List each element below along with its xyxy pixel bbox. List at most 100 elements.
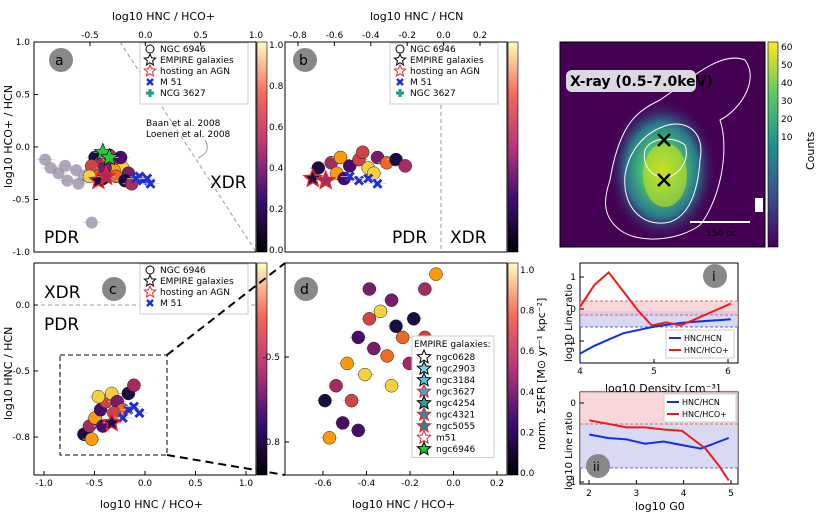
legend-box <box>139 42 249 105</box>
legend-box <box>389 42 499 105</box>
data-point-m51 <box>123 404 134 415</box>
legend-label: hosting an AGN <box>160 67 230 77</box>
legend-symbol-star <box>416 429 432 445</box>
legend-label: NGC 3627 <box>410 89 456 99</box>
data-point-literature <box>61 174 74 187</box>
data-point-agn <box>302 167 324 188</box>
data-point-empire <box>318 393 332 408</box>
x-tick-label: 0.0 <box>138 479 153 489</box>
colorbar-tick-label: 0.8 <box>269 82 284 92</box>
colorbar-tick-label: 0.2 <box>269 205 283 215</box>
colorbar-tick-label: 1.0 <box>269 41 284 51</box>
panel-ii-badge-letter: ii <box>593 460 600 474</box>
x-tick-label: 0.0 <box>138 31 153 41</box>
data-point-agn <box>315 169 337 190</box>
panel-ii-legend-label-1: HNC/HCN <box>682 398 720 407</box>
panel-b-xticks: -0.8 -0.6 -0.4 -0.2 0.0 0.2 <box>289 31 487 46</box>
panel-ii: ii HNC/HCN HNC/HCO+ <box>579 391 739 485</box>
data-point-empire <box>344 393 359 408</box>
xray-colorbar-label: Counts <box>804 131 817 170</box>
x-tick-label: -0.6 <box>326 31 344 41</box>
legend-symbol-star <box>416 417 432 433</box>
legend-symbol-agn <box>143 63 157 77</box>
zoom-connector-bottom <box>166 454 286 476</box>
data-point-ngc6946 <box>100 147 119 166</box>
panel-c-pdr: PDR <box>44 315 79 335</box>
legend-label: ngc4254 <box>436 399 476 409</box>
panel-b-xdr: XDR <box>450 228 487 248</box>
xray-contour-outer <box>605 57 751 240</box>
legend-label: EMPIRE galaxies <box>160 56 234 66</box>
panel-b-badge <box>293 48 317 72</box>
panel-a-annotation-arrow <box>197 139 208 159</box>
data-point-m51 <box>145 178 156 189</box>
panel-c-yticks: 0.0 -0.5 -0.8 <box>12 301 38 443</box>
panel-i-line-hnc-hcop <box>579 270 732 327</box>
colorbar-tick-label: 0.8 <box>520 307 535 317</box>
y-tick-label: 1.0 <box>16 38 31 48</box>
panel-a-badge <box>49 48 73 72</box>
legend-symbol-plus <box>146 89 154 97</box>
panel-d-xticks: -0.6 -0.4 -0.2 0.0 0.2 <box>314 471 504 489</box>
legend-symbol-star <box>416 383 432 399</box>
colorbar-tick-label: 10 <box>781 133 793 143</box>
legend-symbol-agn <box>393 63 407 77</box>
x-tick-label: 0.2 <box>473 31 487 41</box>
colorbar-tick-label: 0.6 <box>269 123 284 133</box>
legend-symbol-cross <box>146 78 154 86</box>
data-point-empire <box>362 282 377 296</box>
x-tick-label: -0.5 <box>86 479 104 489</box>
panel-a-xticks-top: -0.5 0.0 0.5 1.0 <box>81 31 263 46</box>
x-tick-label: 0.0 <box>436 31 451 41</box>
legend-symbol-star <box>143 52 157 66</box>
x-tick-label: -1.0 <box>35 479 53 489</box>
legend-symbol-star <box>143 273 157 287</box>
legend-label: m51 <box>436 434 456 444</box>
y-tick-label: -0.8 <box>12 433 30 443</box>
legend-label: hosting an AGN <box>160 288 230 298</box>
panel-a-pdr: PDR <box>44 228 79 248</box>
colorbar-tick-label: 0.2 <box>520 428 534 438</box>
legend-title: EMPIRE galaxies: <box>414 340 491 350</box>
x-tick-label: 0.5 <box>188 479 202 489</box>
panel-i-legend: HNC/HCN HNC/HCO+ <box>665 329 735 359</box>
data-point-empire <box>340 356 354 371</box>
y-tick-label: 0.0 <box>16 301 31 311</box>
x-tick-label: -0.8 <box>289 31 307 41</box>
legend-label: ngc5055 <box>436 422 475 432</box>
y-tick-label: -1 <box>567 478 576 488</box>
colorbar-tick-label: 40 <box>781 79 793 89</box>
x-tick-label: 0.0 <box>446 479 461 489</box>
x-tick-label: 2 <box>586 489 592 499</box>
legend-label: NGC 6946 <box>160 45 206 55</box>
x-tick-label: 1.0 <box>239 479 254 489</box>
x-tick-label: -0.5 <box>81 31 99 41</box>
x-tick-label: 3 <box>633 489 639 499</box>
panel-i-band-blue <box>580 311 738 327</box>
legend-label: M 51 <box>160 299 182 309</box>
colorbar-tick-label: 50 <box>781 61 793 71</box>
legend-label: NGC 6946 <box>160 266 206 276</box>
panel-d-yticks: -0.5 -0.8 <box>262 353 289 448</box>
panel-c-xdr: XDR <box>44 283 81 303</box>
panel-i-legend-box <box>665 329 735 359</box>
data-point-empire <box>91 389 106 404</box>
panel-a-ylabel: log10 HCO+ / HCN <box>2 85 15 188</box>
xray-title-box <box>566 70 696 92</box>
legend-symbol-agn <box>143 284 157 298</box>
panel-a: PDR XDR Baan et al. 2008 Loenen et al. 2… <box>33 41 268 253</box>
panel-ii-yticks: 0 -1 <box>567 399 584 488</box>
data-point-empire <box>429 267 443 281</box>
panel-c-zoom-box <box>59 354 168 456</box>
data-point-m51 <box>372 178 383 189</box>
data-point-empire <box>384 378 399 393</box>
panel-b-badge-letter: b <box>299 53 308 69</box>
panel-c-xlabel: log10 HNC / HCO+ <box>100 498 203 511</box>
data-point-empire <box>373 304 388 319</box>
x-tick-label: 4 <box>681 489 687 499</box>
legend-label: M 51 <box>410 78 432 88</box>
panel-ii-legend: HNC/HCN HNC/HCO+ <box>663 393 737 423</box>
y-tick-label: -1.0 <box>12 248 30 258</box>
panel-c-badge <box>102 277 126 301</box>
